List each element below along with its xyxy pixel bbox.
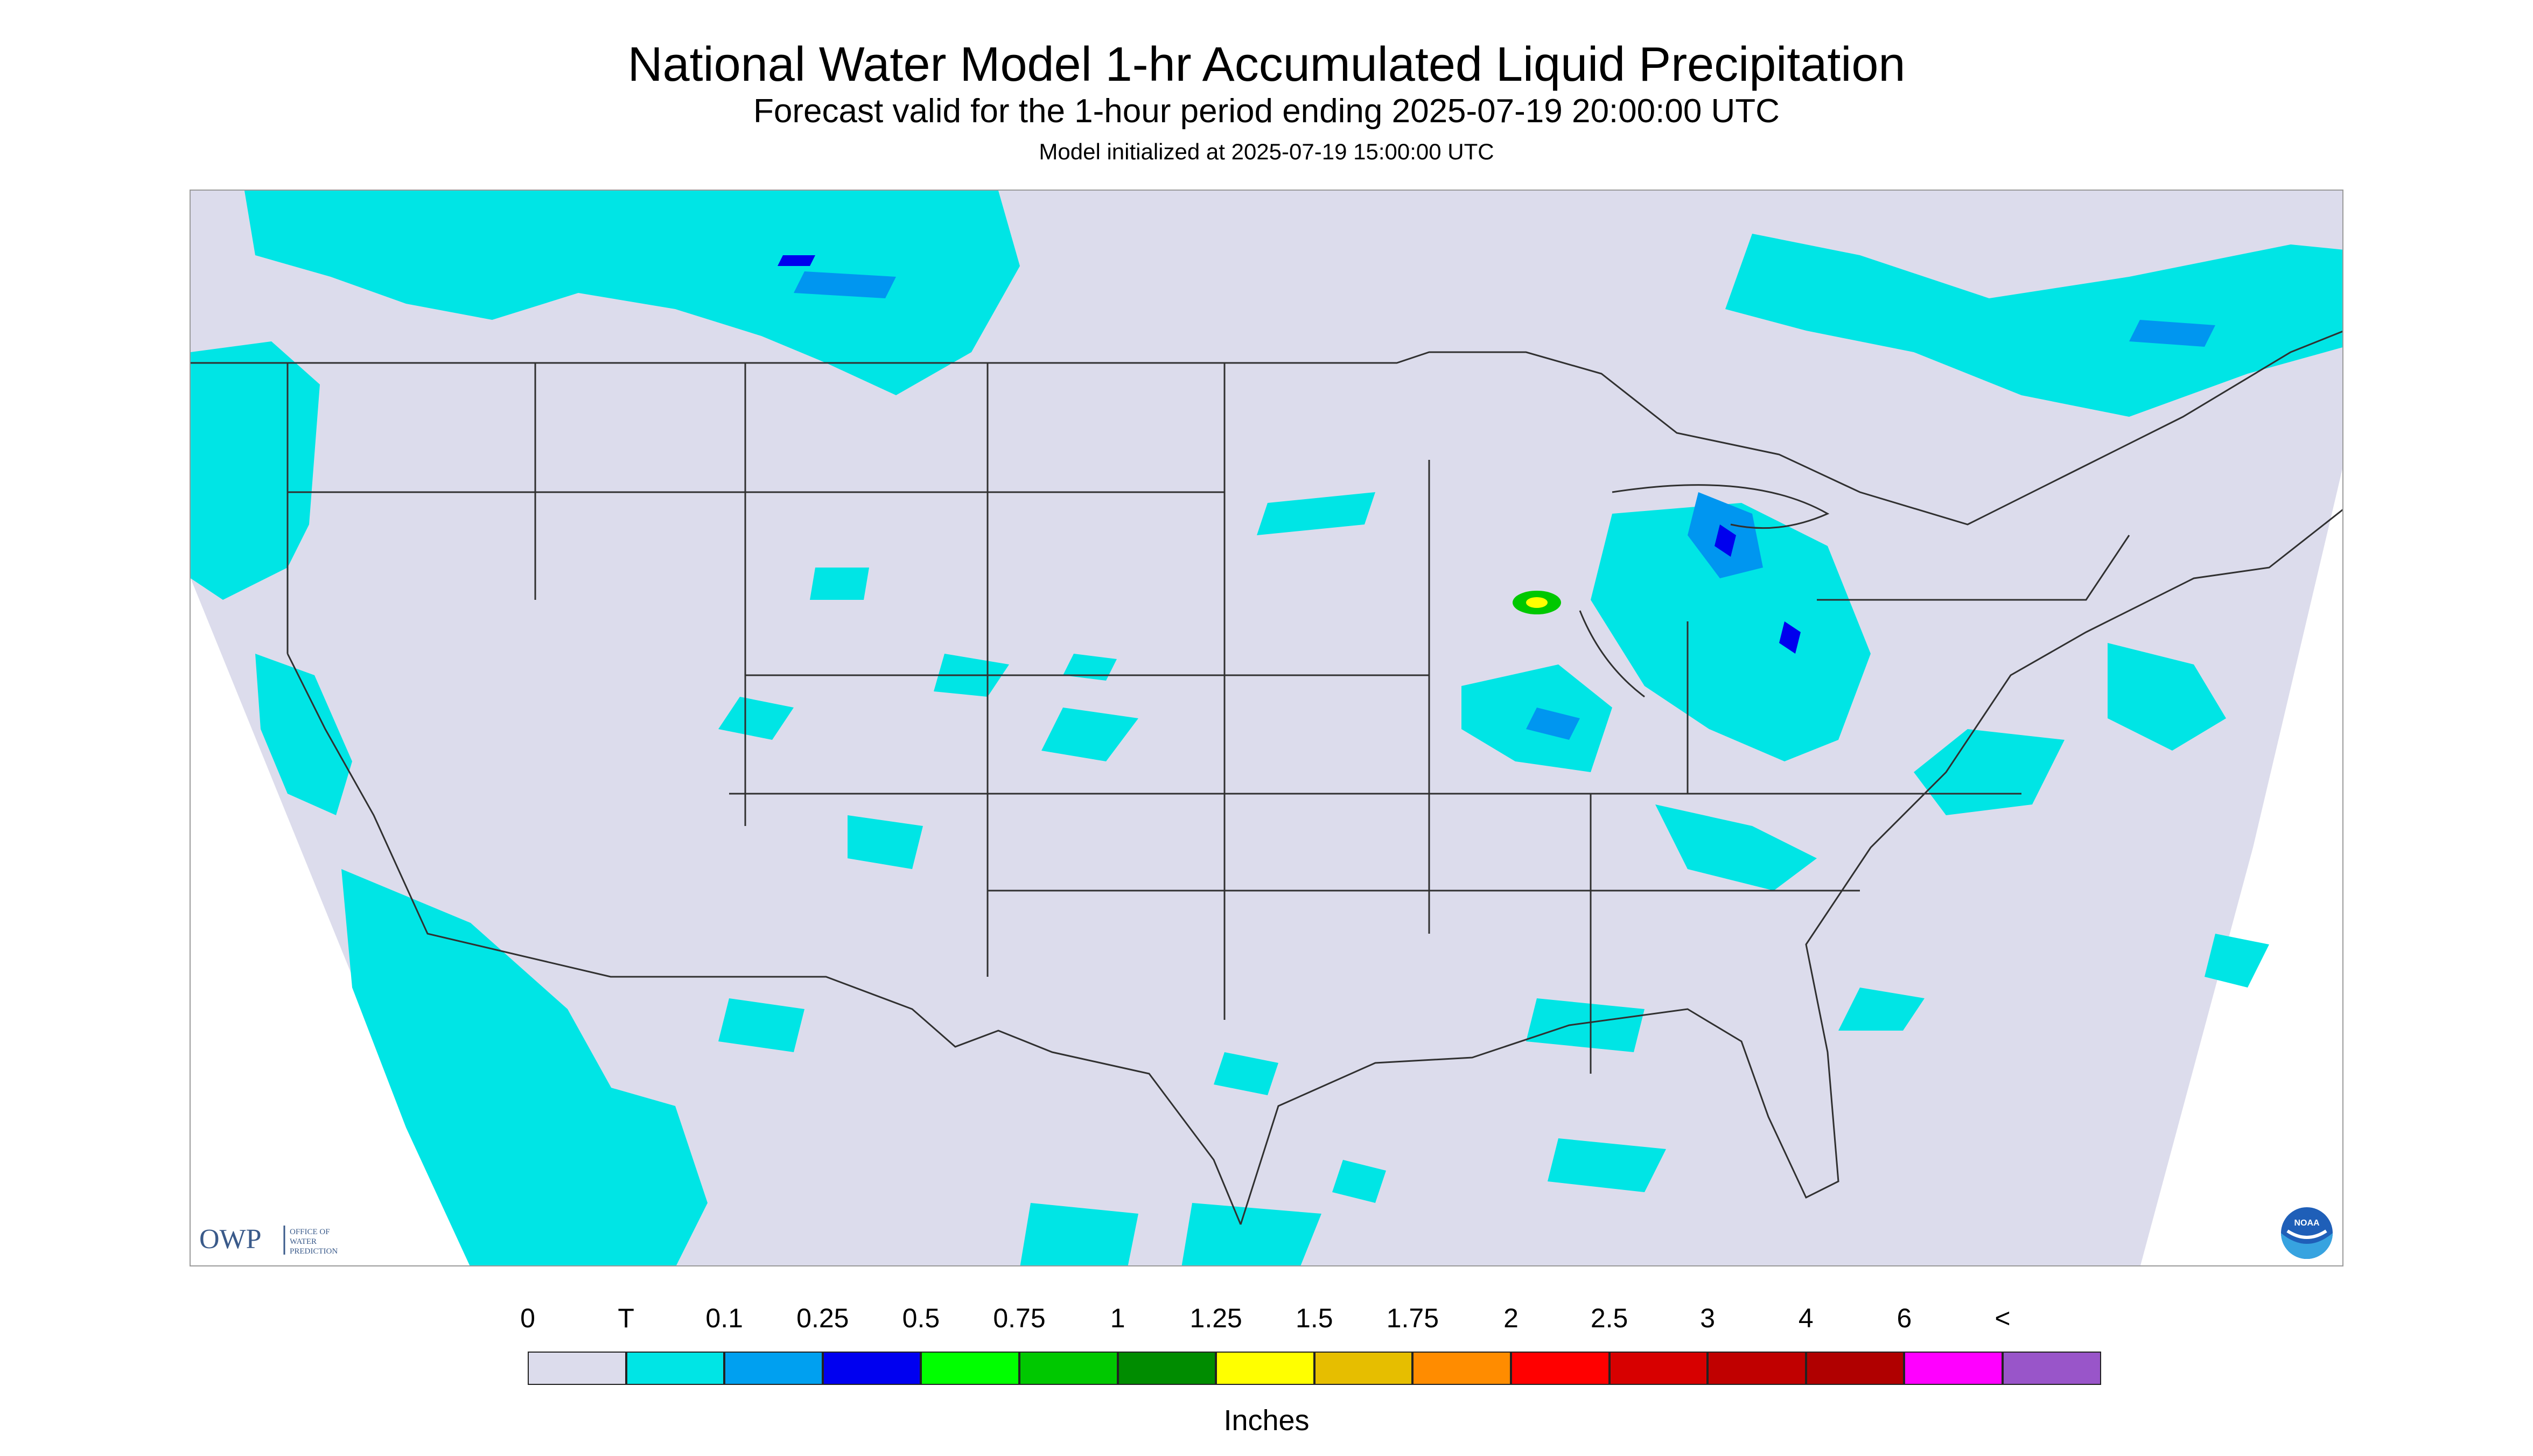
map-domain xyxy=(191,191,2342,1265)
map-subtitle: Forecast valid for the 1-hour period end… xyxy=(753,93,1780,130)
legend-color-box xyxy=(1216,1352,1314,1385)
legend-color-box xyxy=(1019,1352,1118,1385)
map-title: National Water Model 1-hr Accumulated Li… xyxy=(627,38,1906,92)
legend-label: 0.75 xyxy=(993,1303,1046,1333)
owp-logo-line-2: WATER xyxy=(290,1237,317,1246)
heavy-precipitation-cell xyxy=(1513,591,1561,614)
gulf-and-atlantic-coast xyxy=(1240,509,2342,1225)
legend-color-box xyxy=(1904,1352,2003,1385)
ohio-valley-line xyxy=(1687,621,2021,795)
legend-label: 3 xyxy=(1700,1303,1716,1333)
legend-color-box xyxy=(724,1352,823,1385)
legend-color-box xyxy=(626,1352,725,1385)
legend-color-box xyxy=(822,1352,921,1385)
noaa-logo: NOAA xyxy=(2280,1206,2334,1263)
legend-color-box xyxy=(1117,1352,1216,1385)
map-canvas xyxy=(191,191,2342,1265)
legend-label: 1 xyxy=(1110,1303,1125,1333)
legend-label: 0.5 xyxy=(902,1303,940,1333)
legend-color-box xyxy=(2002,1352,2101,1385)
legend-label: 4 xyxy=(1798,1303,1814,1333)
boundary-lines xyxy=(191,330,2342,1225)
trace-precipitation-areas xyxy=(191,191,2342,1265)
precipitation-map xyxy=(190,190,2343,1266)
noaa-logo-letters: NOAA xyxy=(2294,1219,2320,1228)
legend-color-box xyxy=(1806,1352,1905,1385)
legend-color-box xyxy=(1708,1352,1806,1385)
northeast-line xyxy=(1817,535,2130,601)
legend-label: 0.25 xyxy=(796,1303,849,1333)
lake-superior-shore xyxy=(1612,484,1830,529)
model-init-time: Model initialized at 2025-07-19 15:00:00… xyxy=(1039,139,1494,164)
legend-label: 6 xyxy=(1897,1303,1912,1333)
legend-label: 0 xyxy=(520,1303,535,1333)
legend-label: 1.75 xyxy=(1386,1303,1439,1333)
owp-logo-line-1: OFFICE OF xyxy=(290,1228,330,1236)
us-mexico-border xyxy=(286,653,1242,1225)
legend-label: 1.25 xyxy=(1189,1303,1242,1333)
owp-logo-letters: OWP xyxy=(199,1224,262,1255)
legend-color-bar xyxy=(528,1352,2101,1387)
legend-label: 0.1 xyxy=(705,1303,743,1333)
owp-logo-line-3: PREDICTION xyxy=(290,1247,338,1256)
legend-color-box xyxy=(1314,1352,1413,1385)
legend-label: 2.5 xyxy=(1590,1303,1628,1333)
legend-color-box xyxy=(921,1352,1019,1385)
legend-color-box xyxy=(1412,1352,1511,1385)
legend-color-box xyxy=(1510,1352,1610,1385)
legend-labels: 0 T 0.1 0.25 0.5 0.75 1 1.25 1.5 1.75 2 2.5 3 4 6 < xyxy=(0,1302,2533,1340)
us-canada-border xyxy=(191,330,2342,526)
legend-label: T xyxy=(618,1303,634,1333)
legend-color-box xyxy=(528,1352,626,1385)
owp-logo: OWP OFFICE OF WATER PREDICTION xyxy=(199,1221,377,1262)
legend-color-box xyxy=(1609,1352,1708,1385)
legend-label: 1.5 xyxy=(1296,1303,1333,1333)
moderate-precipitation-areas xyxy=(778,255,1801,654)
lake-michigan-shore xyxy=(1579,610,1645,698)
legend-label: < xyxy=(1995,1303,2011,1333)
legend-label: 2 xyxy=(1503,1303,1519,1333)
legend-units: Inches xyxy=(1223,1404,1310,1437)
